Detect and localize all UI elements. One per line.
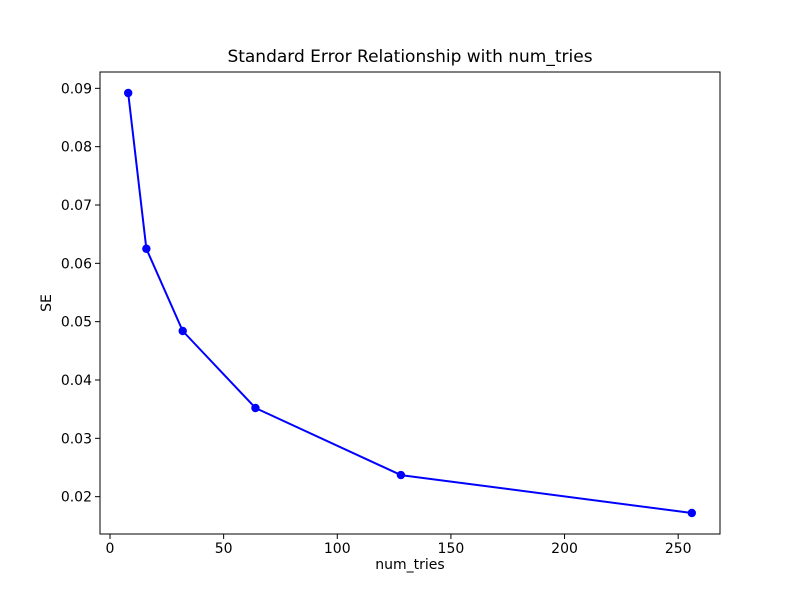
data-point [251, 403, 260, 413]
data-point [687, 508, 697, 518]
y-axis-label: SE [39, 294, 55, 312]
x-axis-label: num_tries [375, 557, 445, 573]
x-tick-label: 50 [215, 541, 233, 557]
x-tick-label: 200 [551, 541, 578, 557]
y-tick-label: 0.06 [61, 256, 92, 272]
se-line [127, 92, 693, 514]
x-tick-label: 0 [106, 541, 115, 557]
y-tick-label: 0.02 [61, 490, 92, 506]
x-tick-label: 150 [438, 541, 465, 557]
chart-title: Standard Error Relationship with num_tri… [227, 47, 593, 67]
data-point [178, 326, 187, 336]
plot-border [99, 71, 721, 535]
data-point [396, 470, 406, 480]
y-tick-label: 0.03 [61, 431, 92, 447]
data-point [142, 244, 151, 253]
y-tick-label: 0.05 [61, 315, 92, 331]
y-tick-label: 0.08 [61, 140, 92, 156]
x-tick-label: 100 [324, 541, 351, 557]
y-tick-label: 0.04 [61, 373, 92, 389]
data-point [123, 88, 133, 98]
y-tick-label: 0.09 [61, 81, 92, 97]
x-tick-label: 250 [665, 541, 692, 557]
y-tick-label: 0.07 [61, 198, 92, 214]
